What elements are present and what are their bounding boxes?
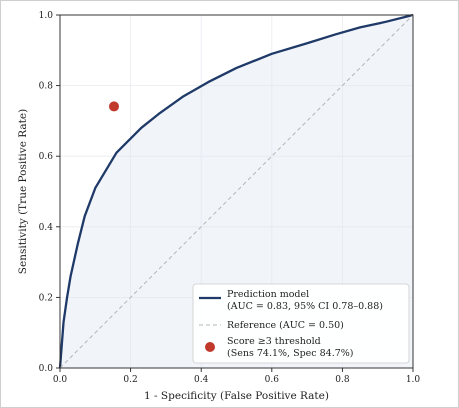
y-tick-label: 0.8 [39, 82, 54, 92]
roc-curve [58, 13, 414, 369]
y-tick-label: 1.0 [39, 11, 54, 21]
legend-sublabel-model: (AUC = 0.83, 95% CI 0.78–0.88) [227, 301, 383, 312]
x-tick-label: 0.0 [53, 375, 68, 385]
plot-frame [59, 14, 414, 369]
y-tick-label: 0.2 [39, 293, 53, 303]
y-axis-label: Sensitivity (True Positive Rate) [17, 109, 29, 274]
y-tick-label: 0.0 [39, 364, 54, 374]
x-tick-label: 1.0 [406, 375, 421, 385]
legend-box [192, 283, 410, 364]
threshold-points [109, 101, 120, 112]
legend-swatch-threshold [205, 342, 215, 352]
series-lines [58, 13, 414, 369]
axes: 0.0 0.2 0.4 0.6 0.8 1.0 0.0 0.2 0.4 0.6 0.8 1.0 1 - … [17, 11, 420, 402]
x-tick-label: 0.6 [265, 375, 280, 385]
y-tick-label: 0.6 [39, 152, 54, 162]
reference-line [59, 14, 414, 369]
legend-label-reference: Reference (AUC = 0.50) [227, 320, 344, 331]
y-tick-label: 0.4 [39, 223, 54, 233]
x-axis-label: 1 - Specificity (False Positive Rate) [144, 390, 329, 402]
legend-label-model: Prediction model [227, 289, 309, 300]
legend-sublabel-threshold: (Sens 74.1%, Spec 84.7%) [227, 348, 354, 359]
legend: Prediction model(AUC = 0.83, 95% CI 0.78… [192, 283, 410, 364]
x-tick-label: 0.8 [335, 375, 350, 385]
legend-label-threshold: Score ≥3 threshold [227, 336, 321, 347]
threshold-point [109, 101, 120, 112]
x-tick-label: 0.2 [123, 375, 137, 385]
x-tick-label: 0.4 [194, 375, 209, 385]
